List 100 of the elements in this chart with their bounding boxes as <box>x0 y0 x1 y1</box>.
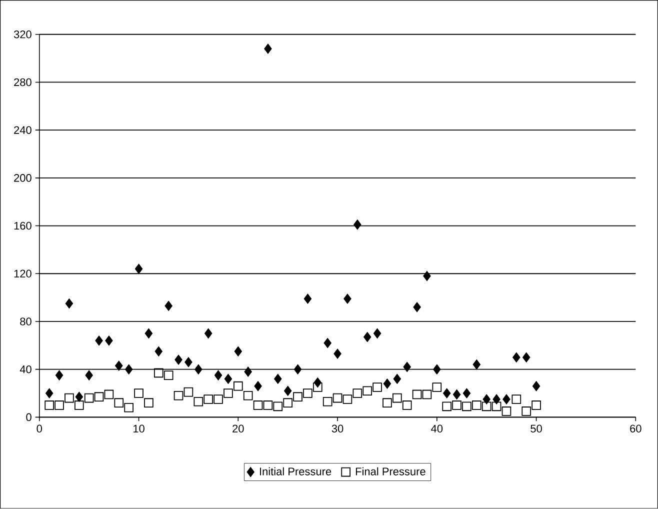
point <box>373 328 382 339</box>
point <box>55 370 64 380</box>
point <box>442 402 452 412</box>
point <box>492 402 502 412</box>
point <box>482 402 492 412</box>
point <box>214 394 223 404</box>
y-tick-label: 40 <box>20 366 32 374</box>
point <box>74 400 84 410</box>
point <box>304 294 312 304</box>
point <box>452 390 461 400</box>
y-tick-label: 0 <box>26 413 32 422</box>
point <box>194 397 204 406</box>
point <box>322 397 332 406</box>
point <box>154 368 164 378</box>
x-tick-label: 50 <box>530 424 542 433</box>
point <box>65 298 74 309</box>
point <box>154 346 162 356</box>
point <box>532 400 541 410</box>
point <box>284 386 292 396</box>
point <box>105 336 113 346</box>
point <box>283 398 292 408</box>
point <box>433 364 441 374</box>
y-tick-label: 160 <box>14 222 32 230</box>
point <box>214 370 222 380</box>
point <box>413 302 421 312</box>
point <box>254 381 262 392</box>
y-tick-label: 80 <box>20 318 32 326</box>
point <box>412 390 422 400</box>
point <box>502 406 512 416</box>
point <box>95 336 103 346</box>
legend-label: Final Pressure <box>356 467 426 476</box>
point <box>462 388 471 398</box>
point <box>263 400 273 410</box>
point <box>303 388 312 398</box>
point <box>134 388 144 398</box>
point <box>344 294 352 304</box>
point <box>372 382 382 392</box>
point <box>125 364 133 374</box>
point <box>512 394 522 404</box>
point <box>462 402 472 412</box>
point <box>443 388 451 398</box>
point <box>294 364 302 374</box>
x-tick-label: 20 <box>232 424 244 433</box>
point <box>94 392 104 402</box>
point <box>422 390 432 400</box>
point <box>85 370 93 380</box>
point <box>44 400 54 410</box>
point <box>324 338 332 348</box>
point <box>204 394 213 404</box>
point <box>144 398 154 408</box>
point <box>184 388 194 397</box>
point <box>243 391 253 400</box>
point <box>364 332 372 342</box>
point <box>512 352 520 362</box>
point <box>164 370 174 380</box>
x-tick-label: 0 <box>36 424 42 433</box>
point <box>383 378 392 389</box>
x-tick-label: 60 <box>630 424 642 433</box>
point <box>114 398 124 408</box>
point <box>204 328 212 339</box>
point <box>64 394 74 403</box>
point <box>352 388 362 398</box>
point <box>472 360 480 370</box>
point <box>115 360 123 371</box>
point <box>382 398 392 408</box>
point <box>362 386 372 396</box>
point <box>354 220 362 230</box>
point <box>423 271 431 282</box>
point <box>104 390 114 400</box>
point <box>164 301 172 312</box>
point <box>312 382 322 392</box>
point <box>194 364 202 374</box>
y-tick-label: 120 <box>14 270 32 278</box>
y-tick-label: 280 <box>14 78 32 86</box>
point <box>274 374 282 384</box>
point <box>253 400 263 410</box>
point <box>393 374 401 384</box>
point <box>174 354 182 365</box>
point <box>144 328 153 339</box>
point <box>332 394 342 403</box>
point <box>532 381 540 392</box>
point <box>342 394 352 404</box>
point <box>233 382 243 391</box>
point <box>522 352 530 362</box>
y-tick-label: 320 <box>14 30 32 38</box>
point <box>452 400 462 410</box>
point <box>264 44 272 54</box>
point <box>75 392 83 402</box>
point <box>84 394 94 403</box>
point <box>472 400 482 410</box>
point <box>273 402 283 412</box>
x-tick-label: 30 <box>332 424 344 433</box>
x-tick-label: 10 <box>133 424 144 433</box>
point <box>54 400 64 410</box>
point <box>403 362 411 372</box>
point <box>174 391 184 400</box>
point <box>392 394 402 403</box>
point <box>234 346 242 356</box>
point <box>492 394 500 404</box>
point <box>224 388 233 398</box>
